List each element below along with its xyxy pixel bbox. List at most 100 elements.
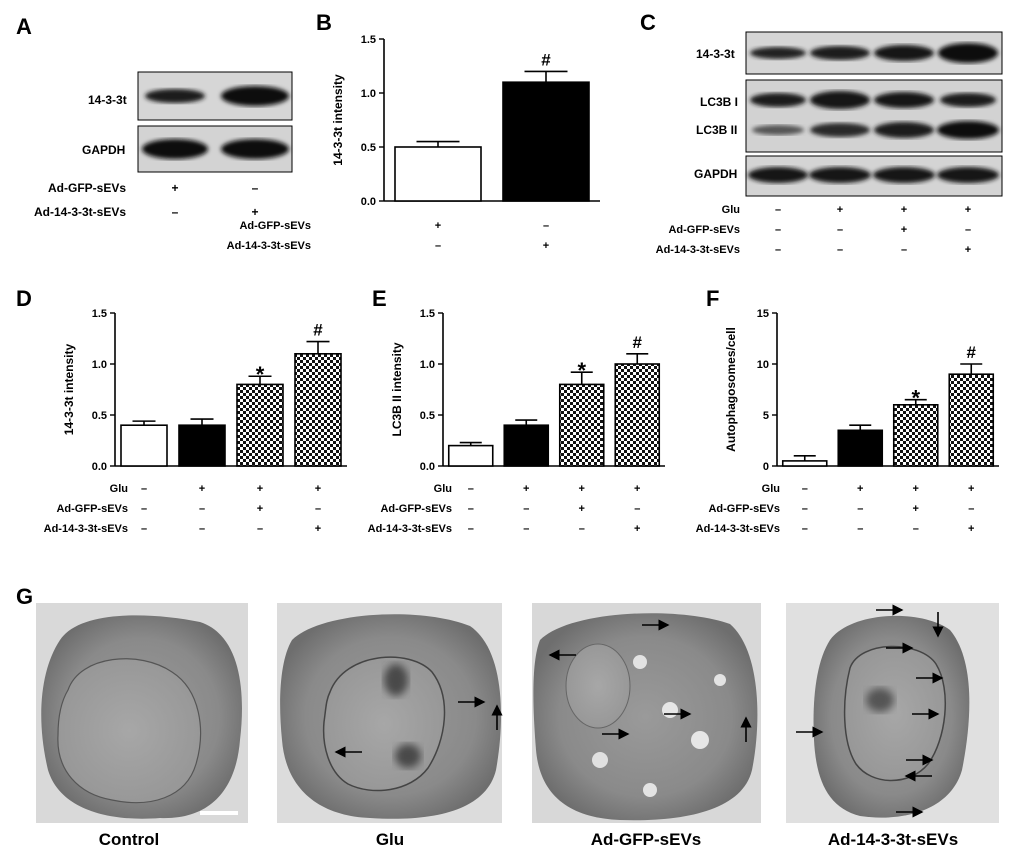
- condition-sign: –: [523, 523, 529, 535]
- scale-bar: [200, 811, 238, 815]
- condition-sign: –: [775, 224, 781, 236]
- chart-e: 0.0 0.5 1.0 1.5 LC3B II intensity * # Glu – + + + Ad…: [368, 308, 665, 535]
- y-tick-label: 1.0: [420, 359, 435, 371]
- bar: [447, 444, 494, 467]
- significance-mark: *: [256, 362, 265, 387]
- condition-label: Ad-GFP-sEVs: [380, 503, 452, 515]
- blot-a-row-label: 14-3-3t: [88, 93, 127, 107]
- blot-band: [221, 139, 289, 159]
- blot-band: [145, 89, 205, 103]
- condition-sign: –: [579, 523, 585, 535]
- blot-band: [874, 122, 934, 138]
- chromatin: [395, 744, 421, 768]
- condition-label: Ad-GFP-sEVs: [56, 503, 128, 515]
- panel-letter-c: C: [640, 10, 656, 35]
- blot-panel-c: 14-3-3t LC3B I LC3B II GAPDH Glu – + + +…: [656, 31, 1003, 256]
- y-tick-label: 15: [757, 308, 769, 320]
- blot-band: [937, 167, 999, 183]
- blot-band: [874, 92, 934, 108]
- y-tick-label: 1.5: [92, 308, 107, 320]
- bar: [948, 373, 995, 467]
- significance-mark: #: [541, 50, 551, 69]
- condition-sign: –: [468, 503, 474, 515]
- y-tick-label: 1.5: [420, 308, 435, 320]
- blot-band: [873, 167, 935, 183]
- bar: [503, 424, 550, 467]
- y-tick-label: 0.0: [92, 461, 107, 473]
- condition-sign: –: [837, 224, 843, 236]
- condition-sign: –: [901, 244, 907, 256]
- blot-band: [809, 167, 871, 183]
- condition-sign: –: [315, 503, 321, 515]
- significance-mark: #: [967, 343, 977, 362]
- y-tick-label: 5: [763, 410, 769, 422]
- condition-sign: –: [775, 244, 781, 256]
- condition-sign: +: [251, 205, 258, 219]
- autophagosome: [643, 783, 657, 797]
- condition-label: Ad-14-3-3t-sEVs: [656, 244, 740, 256]
- condition-sign: –: [802, 483, 808, 495]
- significance-mark: #: [633, 333, 643, 352]
- blot-a-row-label: GAPDH: [82, 143, 125, 157]
- condition-label: Ad-GFP-sEVs: [239, 220, 311, 232]
- condition-label: Ad-14-3-3t-sEVs: [696, 523, 780, 535]
- blot-band: [750, 47, 806, 59]
- autophagosome: [633, 655, 647, 669]
- bar: [294, 352, 342, 467]
- condition-sign: +: [913, 483, 919, 495]
- autophagosome: [691, 731, 709, 749]
- panel-letter-b: B: [316, 10, 332, 35]
- significance-mark: *: [577, 358, 586, 383]
- condition-label: Glu: [722, 204, 740, 216]
- condition-sign: –: [857, 503, 863, 515]
- blot-band: [752, 125, 804, 135]
- condition-sign: +: [523, 483, 529, 495]
- condition-label: Ad-14-3-3t-sEVs: [368, 523, 452, 535]
- panel-letter-g: G: [16, 584, 33, 609]
- chromatin: [866, 688, 894, 712]
- y-tick-label: 0.5: [361, 142, 376, 154]
- condition-sign: +: [837, 204, 843, 216]
- panel-letter-e: E: [372, 286, 387, 311]
- condition-sign: –: [802, 503, 808, 515]
- blot-panel-a: 14-3-3t GAPDH Ad-GFP-sEVs + – Ad-14-3-3t…: [34, 71, 293, 219]
- condition-sign: +: [435, 220, 441, 232]
- chart-f: 0 5 10 15 Autophagosomes/cell * # Glu – + + + Ad-GFP…: [696, 308, 999, 535]
- y-axis-label: Autophagosomes/cell: [724, 327, 738, 452]
- condition-sign: +: [315, 483, 321, 495]
- micrograph-label: Ad-GFP-sEVs: [591, 830, 702, 849]
- y-tick-label: 1.0: [361, 88, 376, 100]
- bar: [236, 383, 284, 467]
- condition-sign: –: [523, 503, 529, 515]
- condition-sign: –: [252, 181, 259, 195]
- condition-sign: –: [965, 224, 971, 236]
- condition-sign: –: [543, 220, 549, 232]
- panel-letter-a: A: [16, 14, 32, 39]
- micrograph-label: Ad-14-3-3t-sEVs: [828, 830, 958, 849]
- significance-mark: #: [313, 321, 323, 340]
- bar: [837, 429, 884, 467]
- condition-sign: –: [172, 205, 179, 219]
- condition-sign: +: [543, 240, 549, 252]
- autophagosome: [714, 674, 726, 686]
- condition-sign: +: [968, 523, 974, 535]
- y-tick-label: 0.5: [92, 410, 107, 422]
- y-tick-label: 1.0: [92, 359, 107, 371]
- bar-charts: 0.0 0.5 1.0 1.5 14-3-3t intensity # Ad-GFP-sEV…: [44, 34, 999, 535]
- nucleus: [57, 658, 202, 804]
- chromatin: [384, 664, 408, 696]
- bar: [558, 383, 605, 467]
- condition-sign: –: [913, 523, 919, 535]
- blot-band: [940, 93, 996, 107]
- condition-label: Glu: [762, 483, 780, 495]
- nucleus: [565, 643, 631, 729]
- condition-sign: +: [199, 483, 205, 495]
- condition-sign: –: [141, 483, 147, 495]
- blot-band: [937, 121, 999, 139]
- blot-c-row-label: GAPDH: [694, 167, 737, 181]
- blot-band: [750, 93, 806, 107]
- bar: [892, 403, 939, 467]
- condition-sign: –: [199, 503, 205, 515]
- micrograph-glu: [277, 603, 503, 823]
